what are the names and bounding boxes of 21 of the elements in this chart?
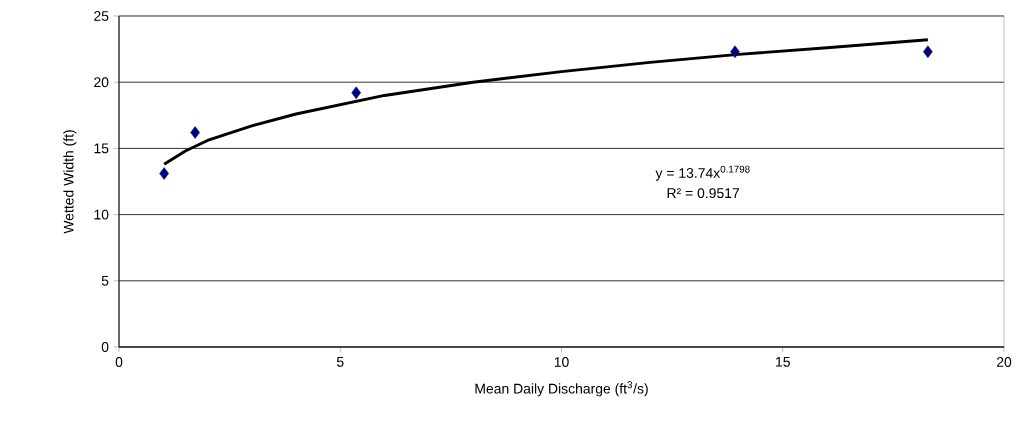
y-tick-label: 20 — [94, 77, 109, 88]
x-tick-label: 5 — [336, 357, 344, 367]
y-tick-label: 25 — [94, 11, 109, 21]
point — [351, 86, 361, 100]
y-axis-title: Wetted Width (ft) — [63, 130, 77, 234]
y-tick-label: 5 — [101, 275, 109, 286]
point — [190, 126, 200, 139]
annotation: y = 13.74x$^{0.1798}$ — [655, 165, 750, 181]
point — [159, 167, 169, 180]
point — [730, 45, 740, 59]
point — [923, 45, 933, 59]
x-tick-label: 10 — [554, 357, 569, 367]
x-axis-title: Mean Daily Discharge (ft$^{3}$/s) — [475, 381, 648, 397]
y-tick-label: 0 — [101, 342, 109, 352]
annotation: R² = 0.9517 — [667, 188, 740, 199]
x-tick-label: 15 — [776, 357, 790, 367]
y-tick-label: 15 — [94, 143, 109, 154]
x-tick-label: 20 — [996, 357, 1012, 367]
x-tick-label: 0 — [115, 357, 123, 367]
y-tick-label: 10 — [94, 209, 109, 220]
line-series — [162, 38, 930, 166]
